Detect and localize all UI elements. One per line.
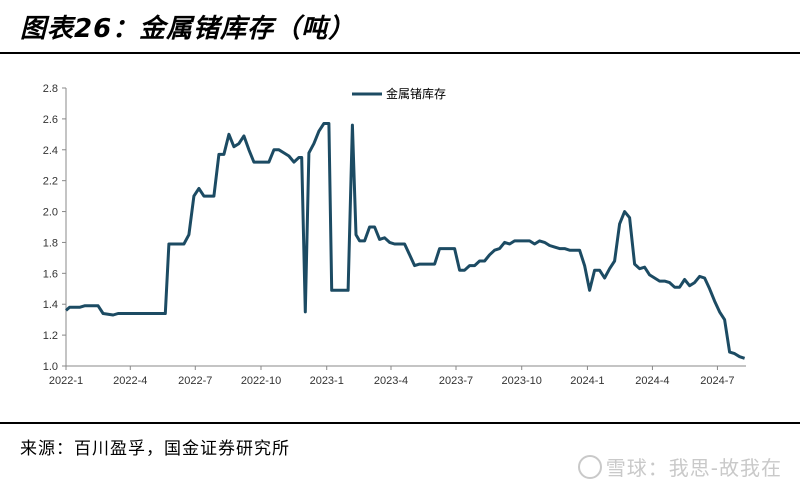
line-chart: 1.0 1.2 1.4 1.6 1.8 2.0 2.2 2.4 2.6 2.8 2022-1 2022… — [43, 83, 746, 387]
x-tick-label: 2023-7 — [439, 375, 473, 387]
y-tick-label: 2.8 — [43, 83, 58, 95]
bottom-rule — [0, 422, 800, 424]
chart-legend: 金属锗库存 — [352, 86, 446, 101]
chart-series — [65, 122, 746, 360]
chart-axes — [65, 88, 746, 367]
y-tick-label: 1.4 — [43, 299, 58, 311]
snowball-logo-icon — [577, 455, 602, 479]
source-note: 来源：百川盈孚，国金证券研究所 — [20, 439, 290, 459]
chart-title: 图表26：金属锗库存（吨） — [20, 14, 356, 44]
watermark-text: 雪球：我思-故我在 — [605, 456, 782, 480]
x-tick-label: 2022-4 — [113, 375, 147, 387]
legend-label: 金属锗库存 — [386, 86, 446, 101]
x-tick-label: 2024-7 — [700, 375, 734, 387]
x-tick-label: 2023-1 — [310, 375, 344, 387]
x-tick-label: 2023-4 — [374, 375, 408, 387]
y-tick-label: 2.0 — [43, 207, 58, 219]
x-tick-label: 2022-10 — [241, 375, 281, 387]
y-tick-label: 2.6 — [43, 114, 58, 126]
x-tick-label: 2022-7 — [178, 375, 212, 387]
x-tick-label: 2024-4 — [635, 375, 669, 387]
x-tick-label: 2022-1 — [49, 375, 83, 387]
top-rule — [0, 52, 800, 54]
y-tick-label: 1.2 — [43, 330, 58, 342]
chart-ticks: 1.0 1.2 1.4 1.6 1.8 2.0 2.2 2.4 2.6 2.8 2022-1 2022… — [43, 83, 735, 387]
x-tick-label: 2024-1 — [570, 375, 604, 387]
y-tick-label: 2.4 — [43, 145, 58, 157]
y-tick-label: 1.0 — [43, 361, 58, 373]
y-tick-label: 1.6 — [43, 268, 58, 280]
y-tick-label: 2.2 — [43, 176, 58, 188]
series-line — [65, 122, 746, 360]
x-tick-label: 2023-10 — [502, 375, 542, 387]
y-tick-label: 1.8 — [43, 237, 58, 249]
watermark: 雪球：我思-故我在 — [577, 452, 782, 481]
